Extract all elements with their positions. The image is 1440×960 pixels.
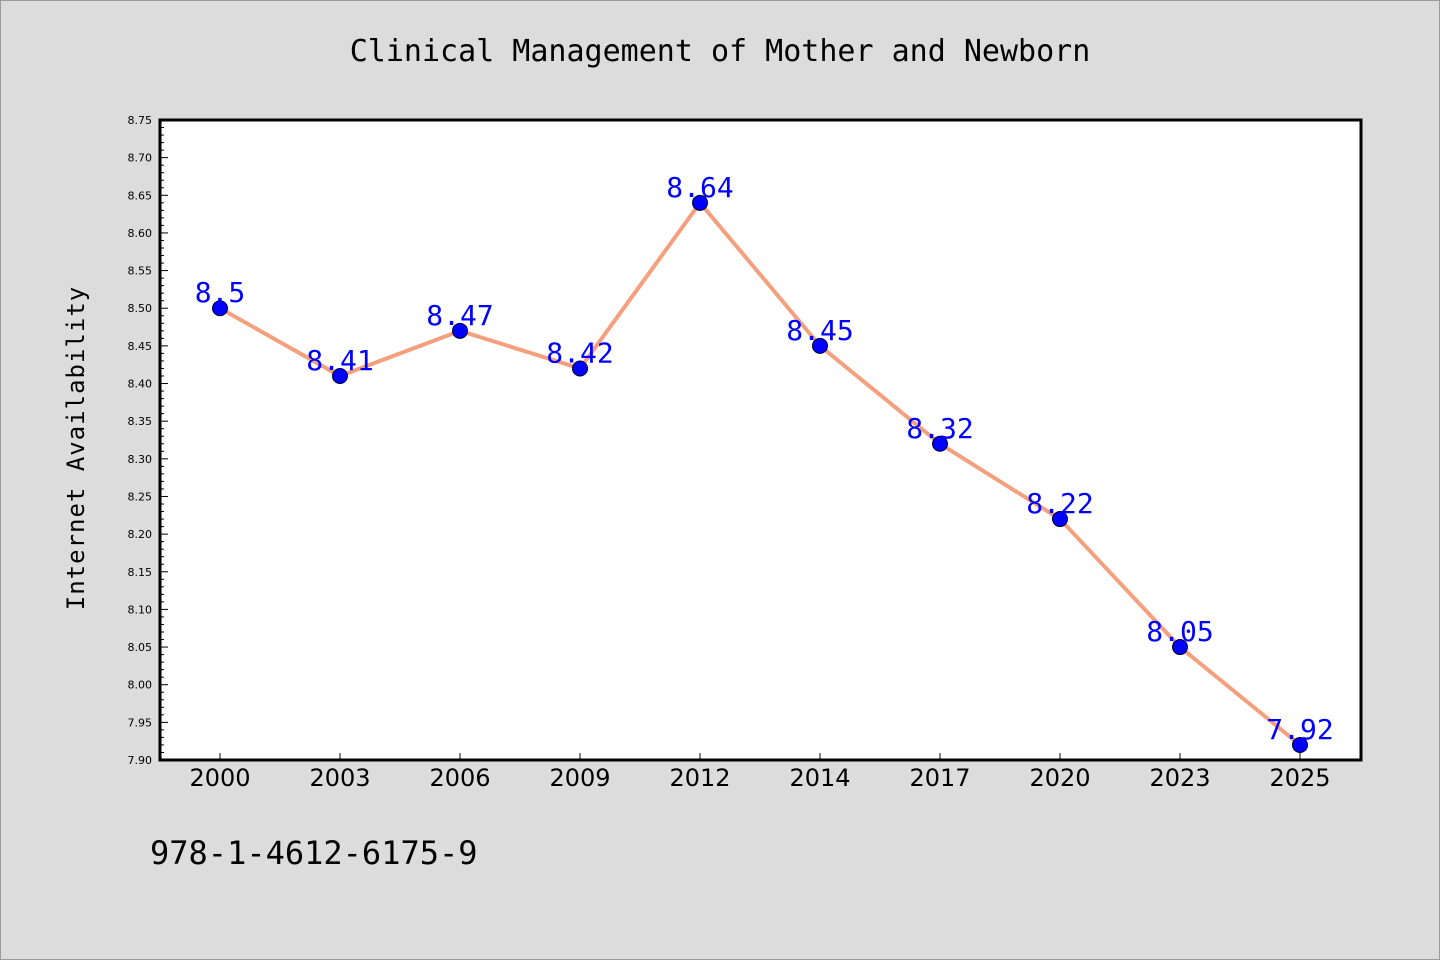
y-axis-label: Internet Availability — [62, 286, 90, 610]
x-tick-label: 2025 — [1269, 764, 1330, 792]
data-point — [812, 337, 828, 354]
y-tick-label: 8.20 — [128, 528, 153, 541]
y-tick-label: 8.55 — [128, 265, 153, 278]
y-tick-label: 8.25 — [128, 490, 153, 503]
data-point — [572, 360, 588, 377]
y-tick-label: 8.65 — [128, 189, 153, 202]
y-tick-label: 8.50 — [128, 302, 153, 315]
data-point — [212, 300, 228, 317]
y-tick-label: 7.95 — [128, 716, 153, 729]
x-tick-label: 2023 — [1149, 764, 1210, 792]
series-points — [212, 194, 1308, 753]
data-point — [1052, 511, 1068, 528]
data-label: 8.42 — [546, 336, 613, 369]
x-tick-label: 2017 — [909, 764, 970, 792]
x-tick-label: 2006 — [429, 764, 490, 792]
y-tick-label: 8.75 — [128, 114, 153, 127]
y-tick-label: 8.45 — [128, 340, 153, 353]
y-tick-label: 8.60 — [128, 227, 153, 240]
data-point — [1292, 736, 1308, 753]
x-tick-label: 2003 — [309, 764, 370, 792]
y-tick-label: 8.70 — [128, 152, 153, 165]
data-point — [332, 368, 348, 384]
data-label: 8.05 — [1146, 615, 1213, 648]
data-label: 8.64 — [666, 171, 733, 204]
data-point — [452, 322, 468, 339]
x-tick-label: 2009 — [549, 764, 610, 792]
y-tick-label: 8.10 — [128, 603, 153, 616]
data-point — [692, 194, 708, 211]
y-tick-label: 8.05 — [128, 641, 153, 654]
data-label: 8.41 — [306, 344, 373, 377]
chart-title: Clinical Management of Mother and Newbor… — [349, 34, 1091, 69]
y-tick-label: 8.40 — [128, 378, 153, 391]
data-label: 8.5 — [195, 276, 246, 309]
data-labels: 8.5 8.41 8.47 8.42 8.64 8.45 8.32 8.22 8.05 7.92 — [195, 171, 1334, 746]
x-tick-label: 2014 — [789, 764, 850, 792]
data-label: 8.22 — [1026, 487, 1093, 520]
y-tick-label: 8.30 — [128, 453, 153, 466]
y-tick-label: 8.35 — [128, 415, 153, 428]
y-tick-label: 8.00 — [128, 679, 153, 692]
x-tick-label: 2000 — [189, 764, 250, 792]
y-axis: 7.90 7.95 8.00 8.05 8.10 8.15 8.20 8.25 8.30 8.35… — [128, 114, 168, 767]
y-tick-label: 7.90 — [128, 754, 153, 767]
y-tick-label: 8.15 — [128, 566, 153, 579]
data-label: 7.92 — [1266, 713, 1333, 746]
data-label: 8.45 — [786, 314, 853, 347]
data-label: 8.32 — [906, 412, 973, 445]
series-polyline — [219, 200, 1302, 747]
data-point — [932, 435, 948, 452]
x-tick-label: 2012 — [669, 764, 730, 792]
x-tick-label: 2020 — [1029, 764, 1090, 792]
plot-area — [158, 118, 1363, 762]
series-line — [219, 200, 1302, 747]
x-axis: 2000 2003 2006 2009 2012 2014 2017 2020 2023 2025 — [189, 753, 1331, 792]
data-point — [1172, 639, 1188, 656]
data-label: 8.47 — [426, 299, 493, 332]
isbn-text: 978-1-4612-6175-9 — [150, 834, 478, 872]
